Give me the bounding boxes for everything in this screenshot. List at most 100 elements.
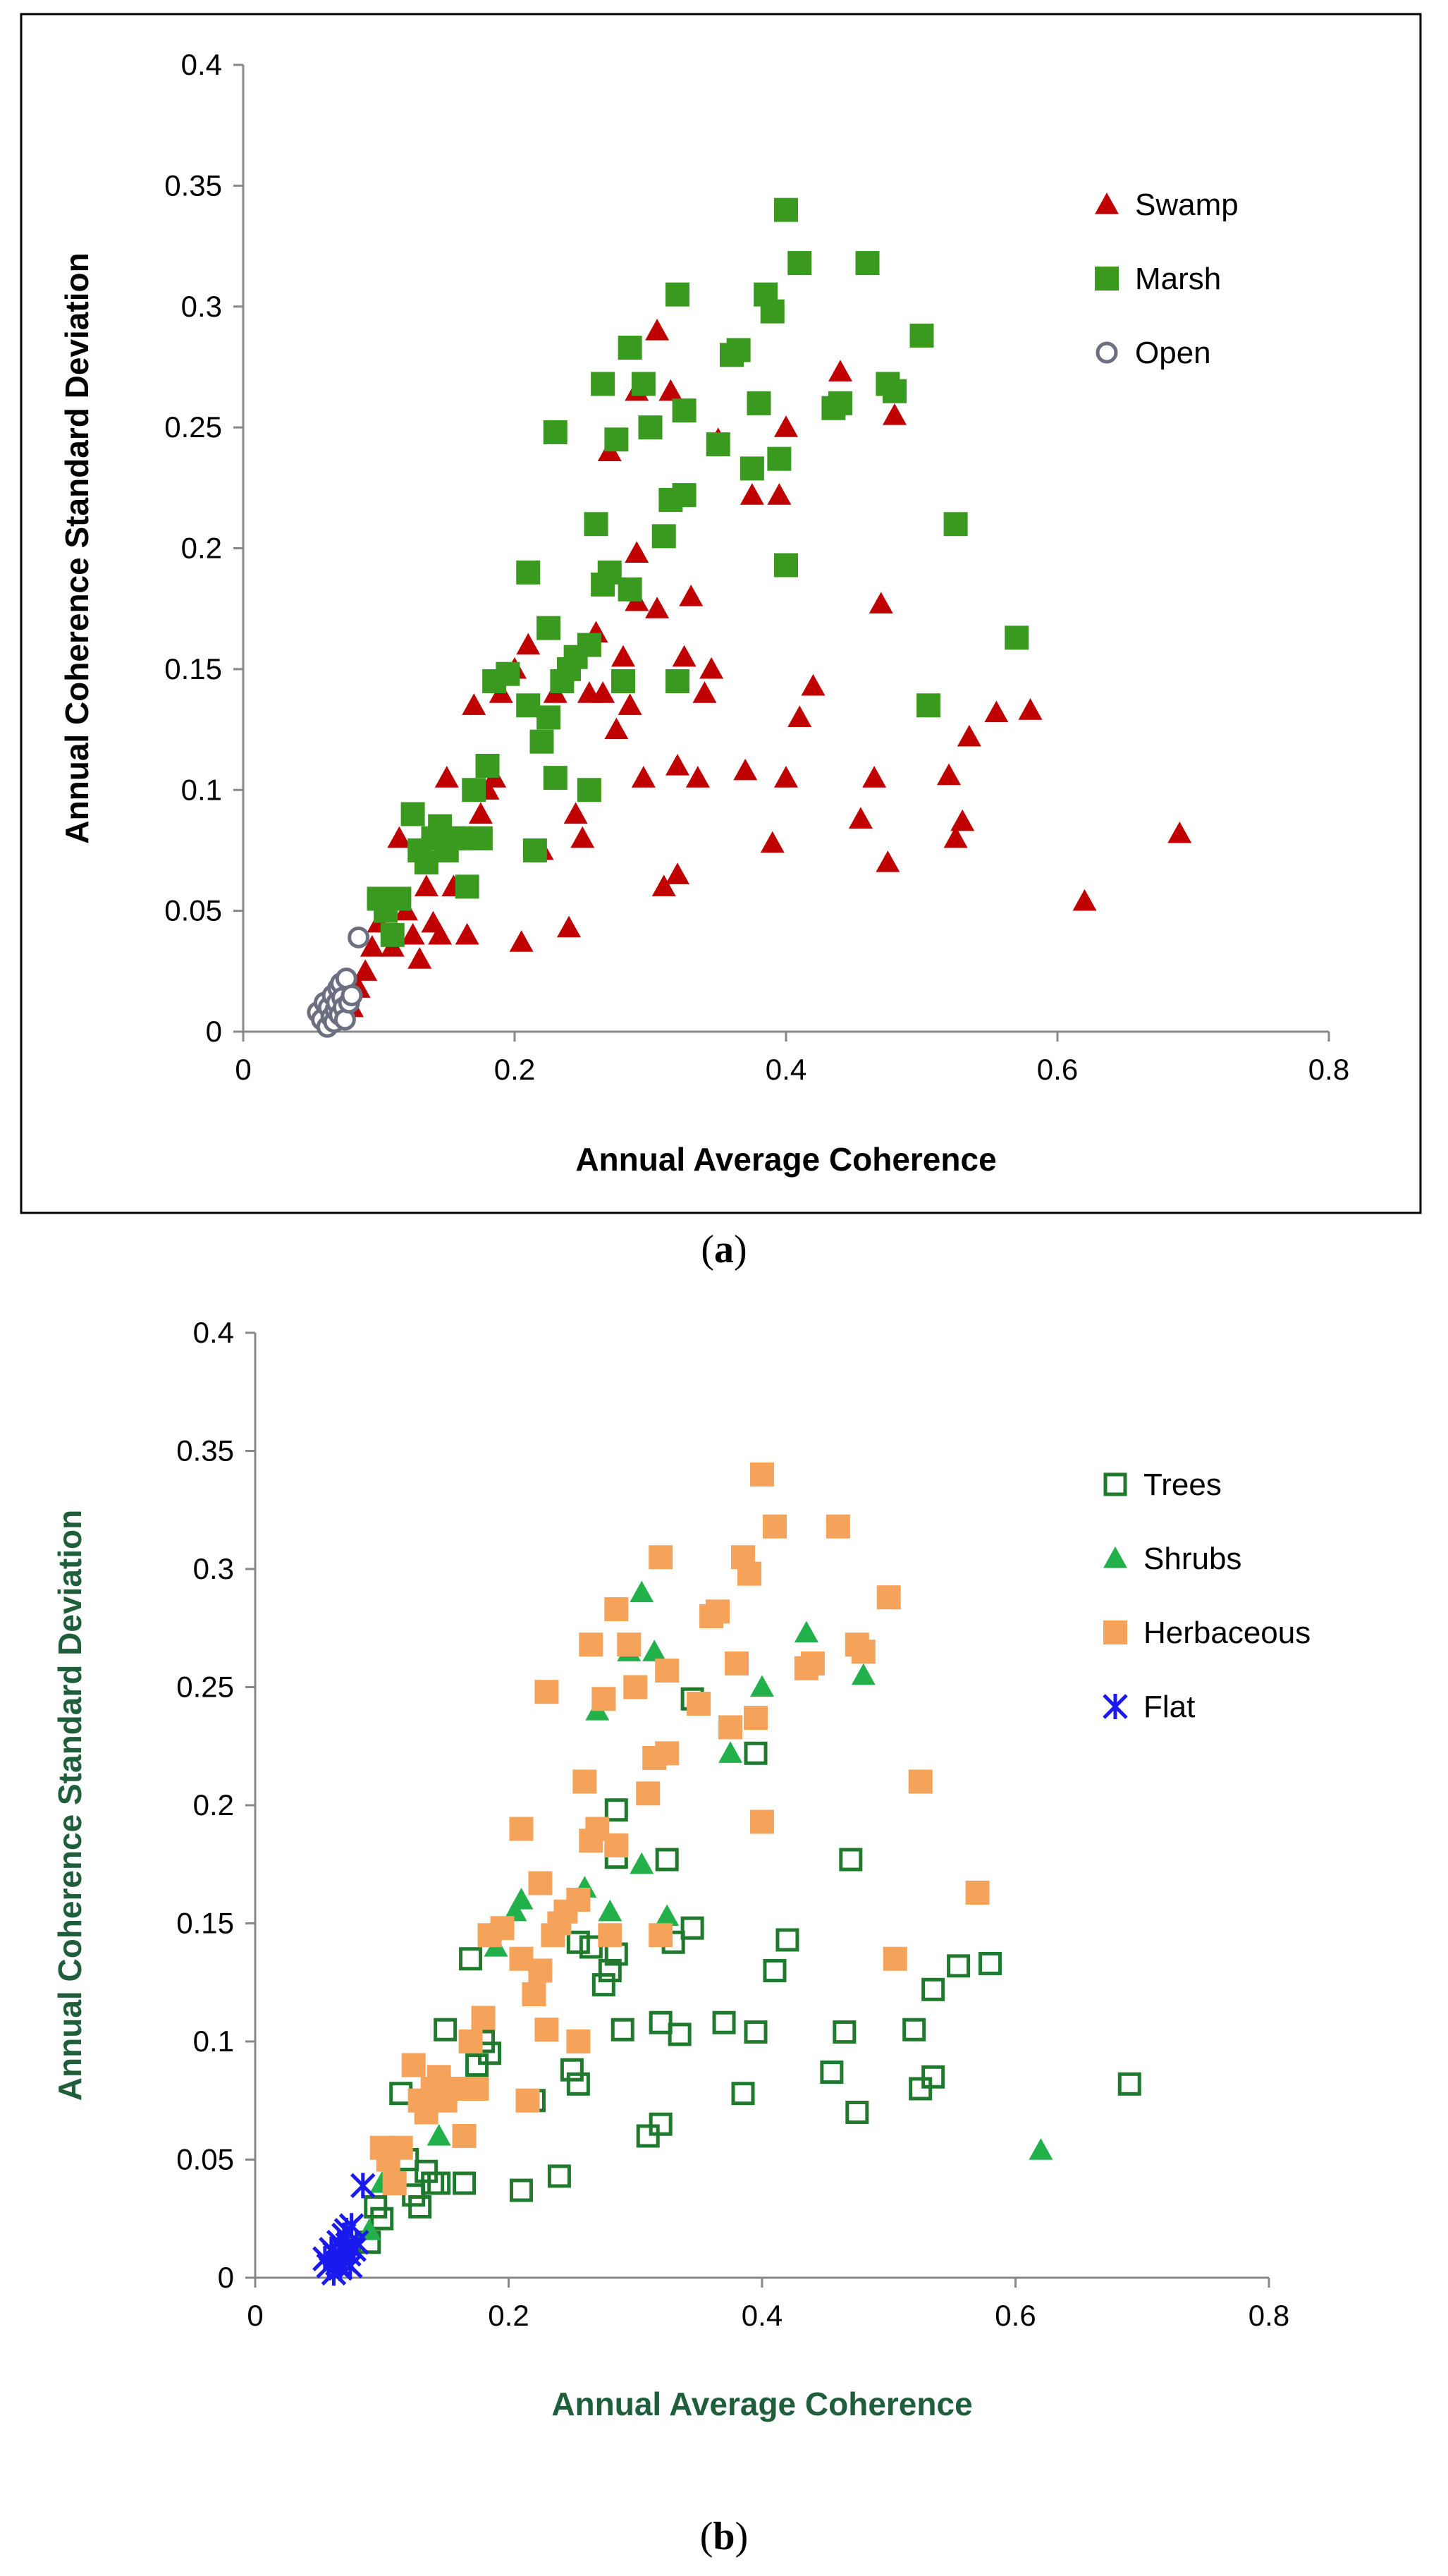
legend-marker <box>1095 267 1119 291</box>
data-point <box>851 1640 876 1664</box>
x-tick-label: 0.2 <box>488 2299 529 2332</box>
data-point <box>496 661 520 686</box>
data-point <box>462 778 486 802</box>
x-axis-label: Annual Average Coherence <box>575 1141 996 1178</box>
data-point <box>665 862 689 884</box>
data-point <box>453 2171 477 2195</box>
data-point <box>387 826 412 848</box>
y-axis-label: Annual Coherence Standard Deviation <box>59 252 95 843</box>
data-point <box>916 693 941 718</box>
data-point <box>787 251 812 276</box>
x-axis-label: Annual Average Coherence <box>551 2386 972 2422</box>
legend-label: Flat <box>1143 1690 1195 1724</box>
data-point <box>1005 625 1029 650</box>
data-point <box>338 2213 364 2239</box>
data-point <box>787 705 812 728</box>
data-point <box>348 926 370 948</box>
data-point <box>747 391 771 415</box>
data-point <box>579 1632 603 1657</box>
data-point <box>775 1928 799 1952</box>
data-point <box>516 693 541 718</box>
y-tick-label: 0.35 <box>164 169 222 202</box>
data-point <box>636 1781 661 1806</box>
data-point <box>744 2020 768 2044</box>
data-point <box>957 724 981 747</box>
data-point <box>848 807 873 829</box>
data-point <box>685 766 710 788</box>
y-tick-label: 0.25 <box>176 1671 234 1704</box>
data-point <box>679 585 704 606</box>
data-point <box>465 2053 489 2077</box>
data-point <box>855 251 880 276</box>
legend-marker <box>1096 341 1118 364</box>
data-point <box>883 1946 907 1971</box>
figure-panel-b: 0 0.05 0.1 0.15 0.2 0.25 0.3 0.35 0.4 0 0.2 0.4 0.6 0… <box>0 1290 1448 2576</box>
data-point <box>455 922 479 945</box>
data-point <box>630 1580 654 1603</box>
data-point <box>876 1585 901 1610</box>
data-point <box>631 766 656 788</box>
y-tick-label: 0.1 <box>181 773 222 806</box>
data-point <box>706 432 730 457</box>
data-point <box>943 826 968 848</box>
x-tick-label: 0 <box>247 2299 263 2332</box>
data-point <box>534 1680 559 1704</box>
data-point <box>389 2082 413 2106</box>
legend-marker <box>1103 1546 1127 1568</box>
data-point <box>630 1852 654 1874</box>
data-point <box>407 947 432 969</box>
data-point <box>883 379 907 403</box>
series-marsh <box>367 197 1029 947</box>
data-point <box>623 1675 648 1699</box>
data-point <box>869 592 893 614</box>
series-herbaceous <box>369 1463 990 2195</box>
data-point <box>655 1848 679 1872</box>
y-tick-label: 0 <box>206 1015 222 1048</box>
data-point <box>767 483 792 505</box>
data-point <box>591 1973 615 1997</box>
data-point <box>750 1809 774 1834</box>
data-point <box>604 1833 629 1857</box>
series-flat <box>312 2173 376 2286</box>
y-tick-label: 0.15 <box>176 1907 234 1940</box>
data-point <box>560 2058 584 2082</box>
legend-marker <box>1095 193 1119 214</box>
data-point <box>631 372 656 396</box>
data-point <box>1072 889 1097 911</box>
x-tick-label: 0.2 <box>494 1053 535 1086</box>
y-tick-label: 0.35 <box>176 1434 234 1467</box>
data-point <box>566 2072 590 2096</box>
y-axis-label: Annual Coherence Standard Deviation <box>51 1510 88 2101</box>
legend-marker <box>1103 1620 1127 1644</box>
data-point <box>618 577 642 602</box>
data-point <box>649 2010 673 2034</box>
data-point <box>566 1888 591 1912</box>
data-point <box>947 1954 971 1978</box>
data-point <box>672 645 697 667</box>
data-point <box>401 2053 426 2077</box>
data-point <box>408 2195 432 2218</box>
data-point <box>937 763 961 786</box>
data-point <box>712 2010 736 2034</box>
data-point <box>726 338 751 362</box>
data-point <box>516 633 541 655</box>
y-tick-label: 0.4 <box>193 1316 234 1349</box>
data-point <box>577 778 601 802</box>
data-point <box>718 1715 743 1740</box>
data-point <box>921 1977 945 2001</box>
data-point <box>516 560 541 585</box>
legend-label: Marsh <box>1135 262 1221 296</box>
data-point <box>642 1640 667 1661</box>
data-point <box>950 809 975 831</box>
data-point <box>579 1935 603 1959</box>
data-point <box>665 753 689 776</box>
data-point <box>774 553 798 578</box>
data-point <box>665 669 689 694</box>
data-point <box>421 2171 445 2195</box>
data-point <box>767 446 792 471</box>
data-point <box>909 323 934 348</box>
data-point <box>687 1691 711 1716</box>
data-point <box>978 1951 1002 1975</box>
data-point <box>400 802 425 826</box>
data-point <box>1117 2072 1141 2096</box>
